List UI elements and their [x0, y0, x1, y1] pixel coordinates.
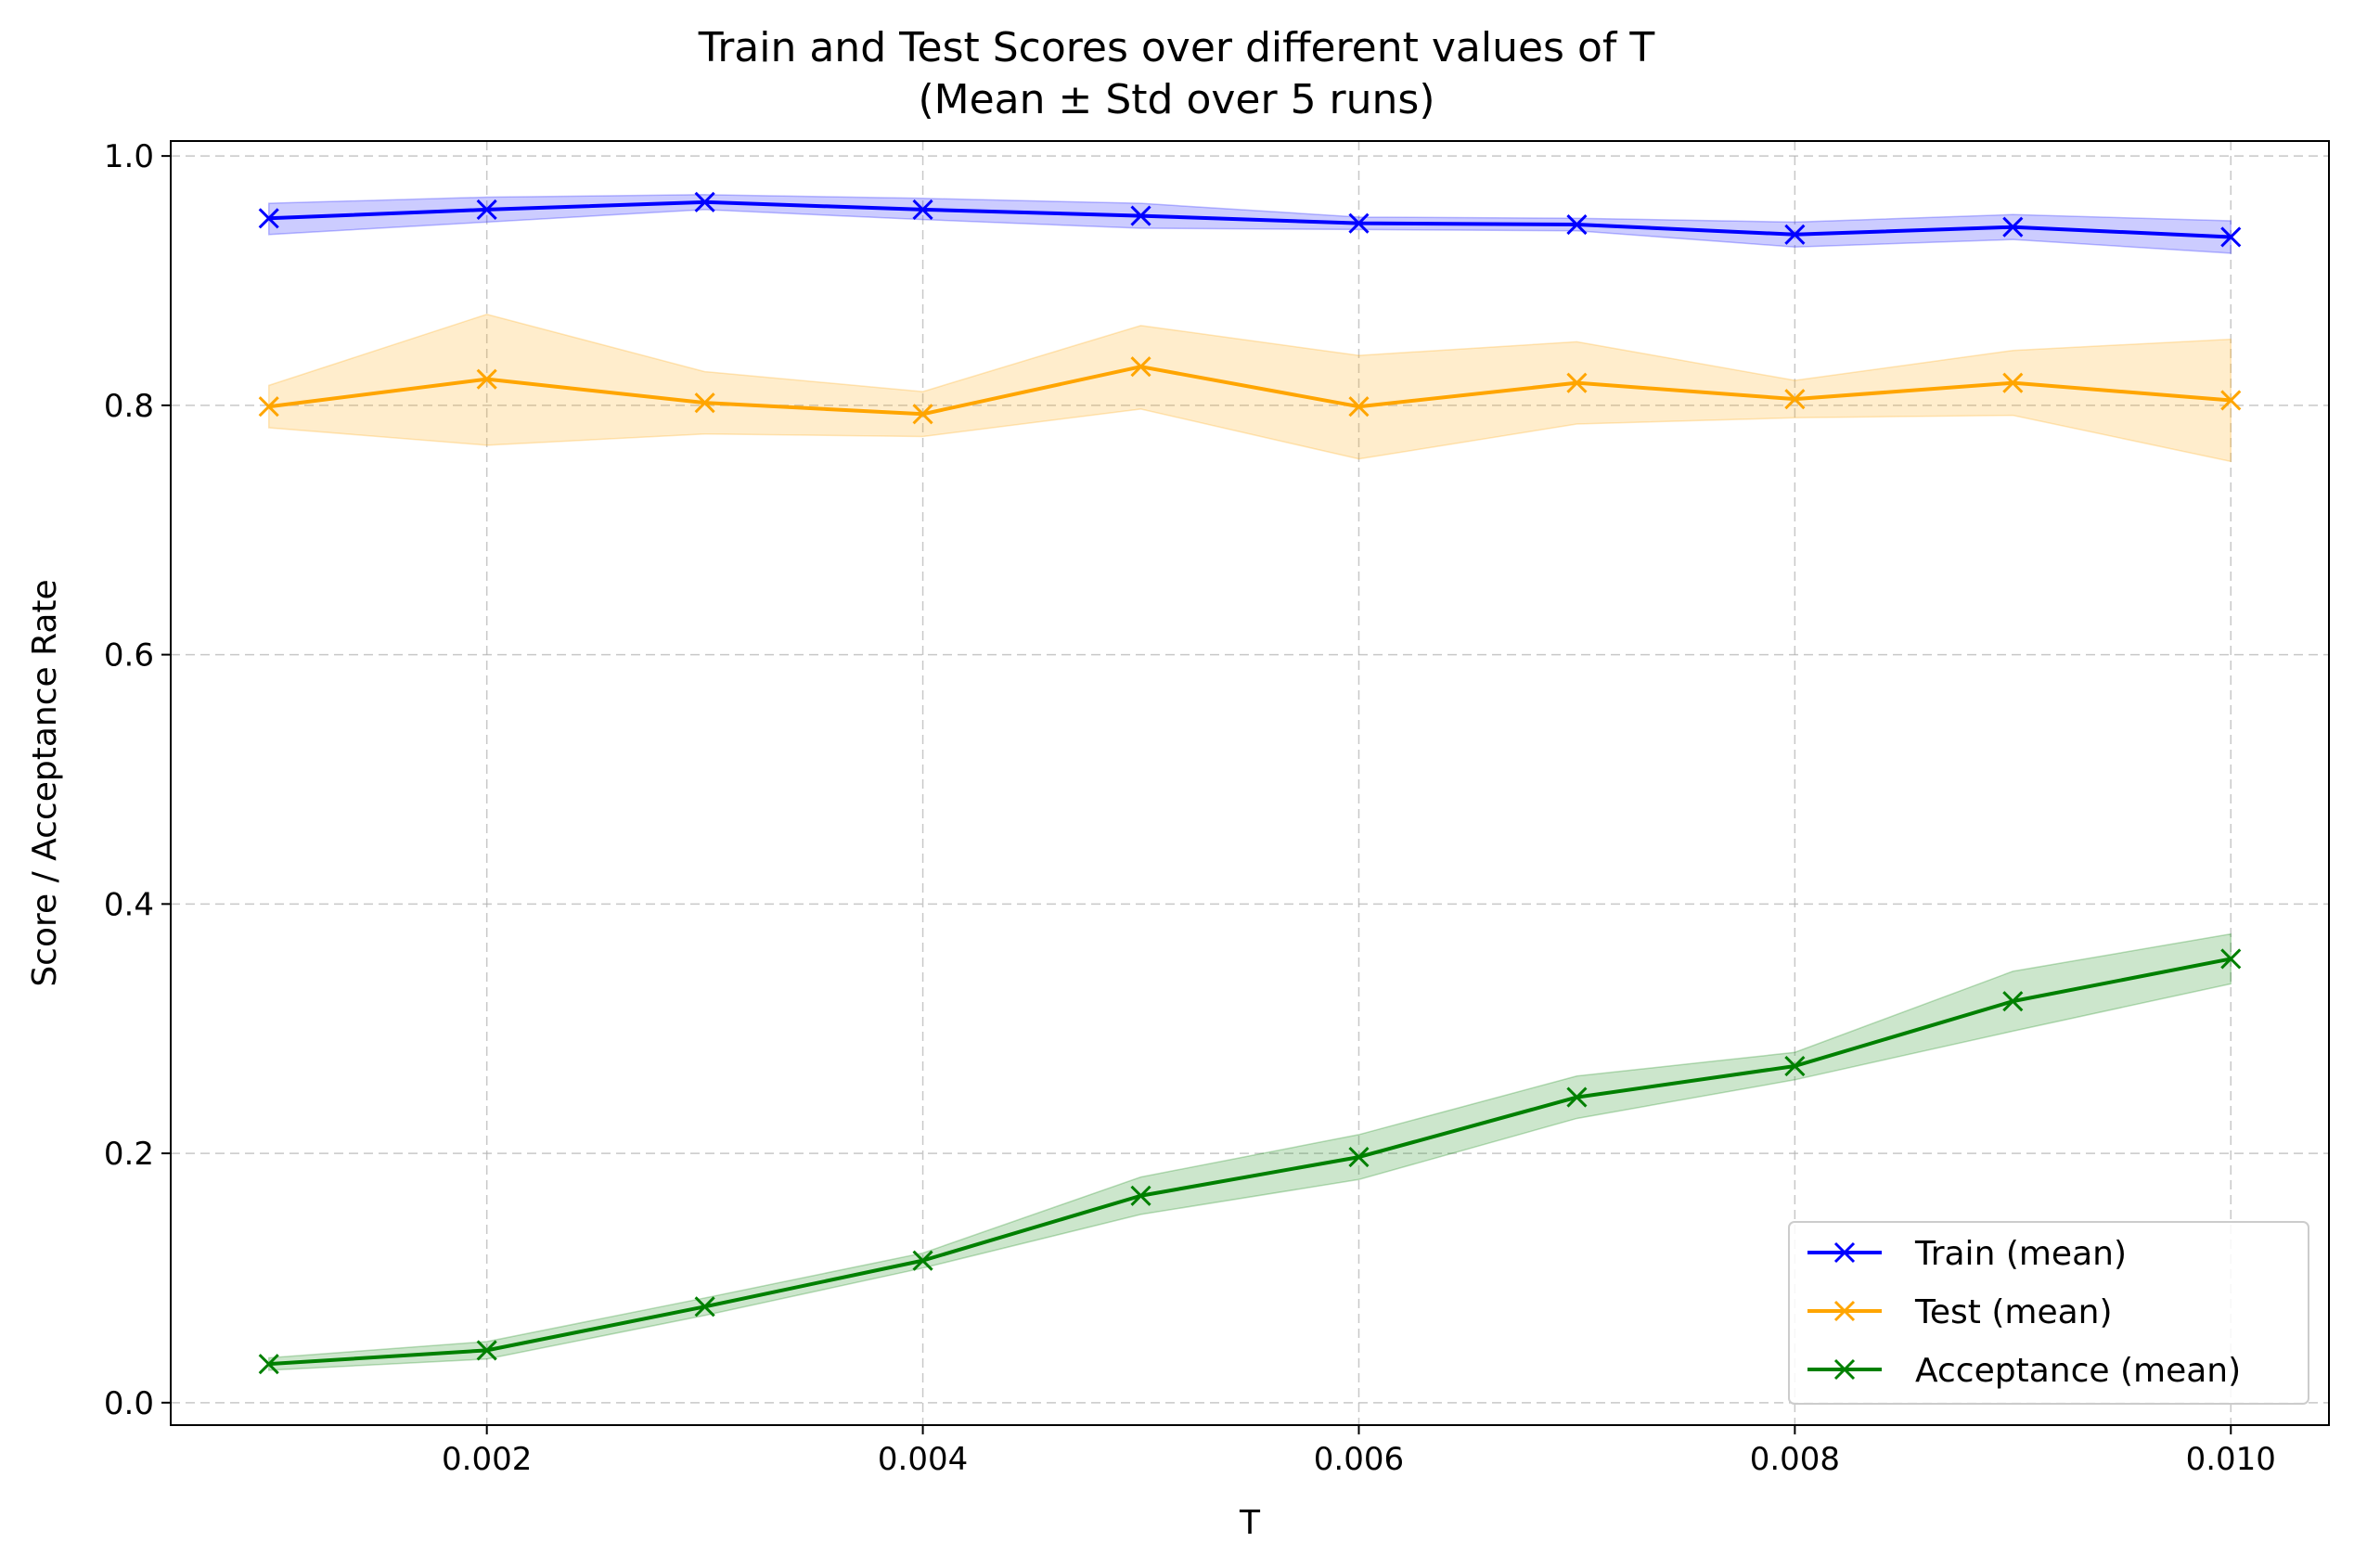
y-axis-ticks: 0.0 0.2 0.4 0.6 0.8 1.0 [104, 138, 171, 1422]
x-axis-label: T [1239, 1504, 1261, 1542]
legend-label-acceptance-mean: Acceptance (mean) [1915, 1352, 2241, 1390]
legend-entry-train-mean: Train (mean) [1807, 1235, 2127, 1273]
train-mean-point-2 [694, 191, 715, 212]
x-tick-label-3: 0.008 [1750, 1441, 1840, 1478]
y-tick-label-3: 0.6 [104, 637, 154, 675]
acceptance-mean-point-9 [2220, 948, 2242, 970]
legend-entry-test-mean: Test (mean) [1807, 1293, 2113, 1331]
x-tick-label-2: 0.006 [1314, 1441, 1404, 1478]
train-mean-line [268, 199, 2232, 239]
train-mean-point-5 [1348, 212, 1370, 234]
train-mean-point-6 [1566, 213, 1588, 236]
test-mean-point-7 [1784, 389, 1806, 410]
acceptance-mean-point-8 [2002, 991, 2024, 1012]
series-lines [268, 199, 2232, 1367]
y-axis-label: Score / Acceptance Rate [26, 579, 64, 986]
acceptance-mean-line [268, 957, 2232, 1367]
acceptance-mean-point-1 [476, 1340, 497, 1361]
acceptance-mean-std-band [267, 932, 2232, 1371]
acceptance-mean-point-6 [1566, 1086, 1588, 1108]
train-mean-point-1 [476, 199, 497, 220]
y-tick-label-1: 0.2 [104, 1136, 154, 1173]
train-mean-point-4 [1130, 205, 1151, 226]
y-tick-label-0: 0.0 [104, 1385, 154, 1422]
acceptance-mean-point-7 [1784, 1055, 1806, 1077]
x-tick-label-0: 0.002 [442, 1441, 532, 1478]
y-tick-label-2: 0.4 [104, 886, 154, 923]
legend-entry-acceptance-mean: Acceptance (mean) [1807, 1352, 2241, 1390]
legend-label-train-mean: Train (mean) [1914, 1235, 2127, 1273]
test-mean-point-0 [258, 396, 279, 418]
test-mean-point-3 [912, 404, 933, 425]
acceptance-mean-point-2 [694, 1296, 715, 1317]
acceptance-mean-point-3 [912, 1250, 933, 1271]
chart-title: Train and Test Scores over different val… [698, 24, 1655, 71]
test-mean-point-4 [1130, 356, 1151, 378]
chart-subtitle: (Mean ± Std over 5 runs) [918, 76, 1434, 123]
x-axis-ticks: 0.002 0.004 0.006 0.008 0.010 [442, 1425, 2276, 1478]
test-mean-point-8 [2002, 372, 2024, 393]
test-mean-point-5 [1348, 396, 1370, 418]
train-mean-point-8 [2002, 216, 2024, 238]
train-mean-point-7 [1784, 224, 1806, 245]
test-mean-point-9 [2220, 390, 2242, 411]
test-mean-point-1 [476, 368, 497, 390]
x-tick-label-4: 0.010 [2186, 1441, 2276, 1478]
train-mean-point-0 [258, 208, 279, 229]
acceptance-mean-point-0 [258, 1354, 279, 1375]
test-mean-point-2 [694, 392, 715, 414]
legend: Train (mean) Test (mean) Acceptance (mean) [1788, 1221, 2309, 1405]
test-mean-line [268, 365, 2232, 417]
train-mean-std-band [267, 194, 2232, 254]
acceptance-mean-point-4 [1130, 1185, 1151, 1206]
x-tick-label-1: 0.004 [878, 1441, 968, 1478]
legend-label-test-mean: Test (mean) [1914, 1293, 2113, 1331]
train-mean-point-9 [2220, 226, 2242, 248]
acceptance-mean-point-5 [1348, 1147, 1370, 1168]
y-tick-label-4: 0.8 [104, 388, 154, 425]
test-mean-point-6 [1566, 372, 1588, 393]
legend-box [1788, 1221, 2309, 1405]
train-mean-point-3 [912, 199, 933, 220]
series-markers [258, 191, 2242, 1375]
y-tick-label-5: 1.0 [104, 138, 154, 175]
plot-area-frame [170, 140, 2330, 1426]
